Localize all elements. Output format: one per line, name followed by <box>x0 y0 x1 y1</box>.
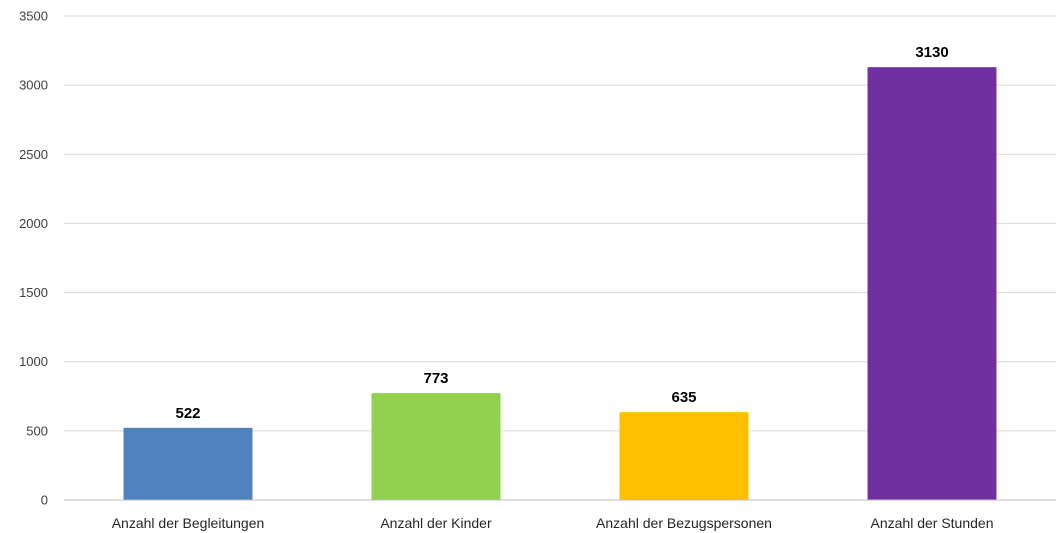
data-label: 773 <box>423 370 448 387</box>
bar <box>619 412 749 500</box>
data-labels: 522 773 635 3130 <box>175 44 948 422</box>
y-tick-label: 3500 <box>19 9 48 24</box>
x-axis-categories: Anzahl der Begleitungen Anzahl der Kinder… <box>112 515 994 531</box>
y-tick-label: 1500 <box>19 285 48 300</box>
x-tick-label: Anzahl der Begleitungen <box>112 515 265 531</box>
y-tick-label: 0 <box>41 493 48 508</box>
data-label: 522 <box>175 405 200 422</box>
y-tick-label: 2500 <box>19 147 48 162</box>
gridlines <box>64 15 1056 432</box>
bar <box>371 393 501 500</box>
bar <box>867 67 997 500</box>
y-tick-label: 3000 <box>19 78 48 93</box>
x-tick-label: Anzahl der Stunden <box>871 515 994 531</box>
bars <box>123 67 997 500</box>
data-label: 3130 <box>915 44 948 61</box>
bar <box>123 427 253 500</box>
y-tick-label: 2000 <box>19 216 48 231</box>
y-axis-ticks: 0 500 1000 1500 2000 2500 3000 3500 <box>19 9 48 508</box>
y-tick-label: 500 <box>26 423 48 438</box>
y-tick-label: 1000 <box>19 354 48 369</box>
x-tick-label: Anzahl der Kinder <box>380 515 492 531</box>
x-tick-label: Anzahl der Bezugspersonen <box>596 515 772 531</box>
data-label: 635 <box>671 389 696 406</box>
